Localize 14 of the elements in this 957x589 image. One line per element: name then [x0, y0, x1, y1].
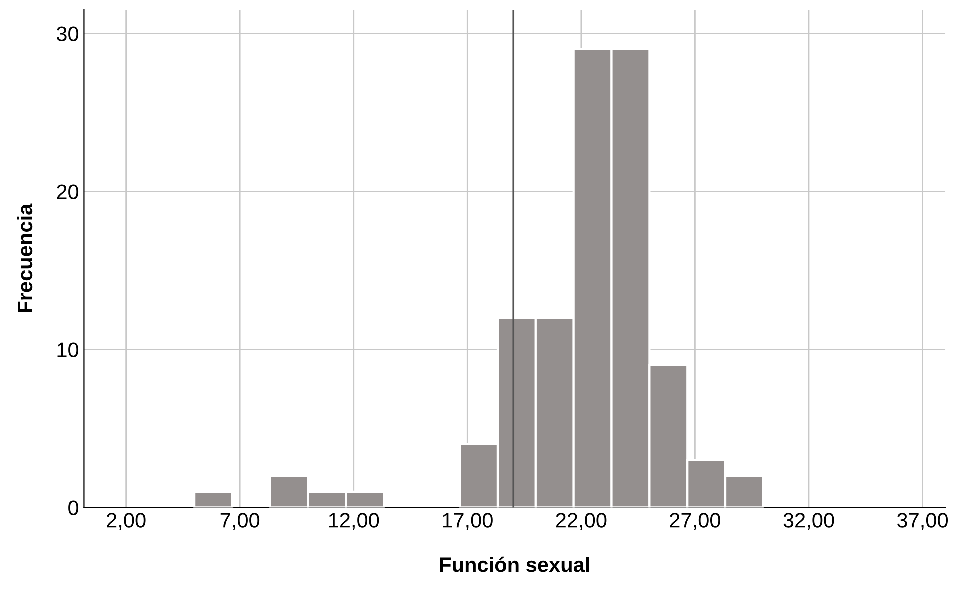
x-axis-title: Función sexual: [440, 556, 590, 572]
x-tick-label: 32,00: [784, 513, 834, 530]
x-tick-label: 2,00: [107, 513, 146, 530]
y-tick-label: 20: [57, 184, 79, 200]
x-tick-label: 37,00: [897, 513, 948, 530]
x-tick-label: 7,00: [220, 513, 260, 530]
x-tick-label: 27,00: [670, 513, 720, 530]
y-tick-label: 0: [68, 500, 79, 516]
y-axis-title: Frecuencia: [17, 204, 33, 312]
x-tick-label: 17,00: [443, 513, 493, 530]
y-tick-label: 30: [56, 26, 79, 42]
x-tick-label: 12,00: [329, 513, 380, 530]
y-tick-label: 10: [58, 342, 79, 358]
x-tick-label: 22,00: [556, 513, 607, 530]
